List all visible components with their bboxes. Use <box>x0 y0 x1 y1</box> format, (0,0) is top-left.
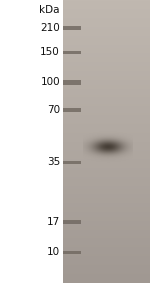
Bar <box>63 26 81 30</box>
Text: 10: 10 <box>47 247 60 257</box>
Bar <box>63 250 81 254</box>
Text: 100: 100 <box>40 77 60 87</box>
Text: 210: 210 <box>40 23 60 33</box>
Bar <box>63 160 81 164</box>
Text: 150: 150 <box>40 47 60 57</box>
Text: kDa: kDa <box>39 5 60 15</box>
Bar <box>63 50 81 53</box>
Text: 70: 70 <box>47 105 60 115</box>
Bar <box>63 220 81 224</box>
Bar <box>63 80 81 85</box>
Text: 35: 35 <box>47 157 60 167</box>
Text: 17: 17 <box>47 217 60 227</box>
Bar <box>63 108 81 112</box>
Bar <box>0 0 63 283</box>
